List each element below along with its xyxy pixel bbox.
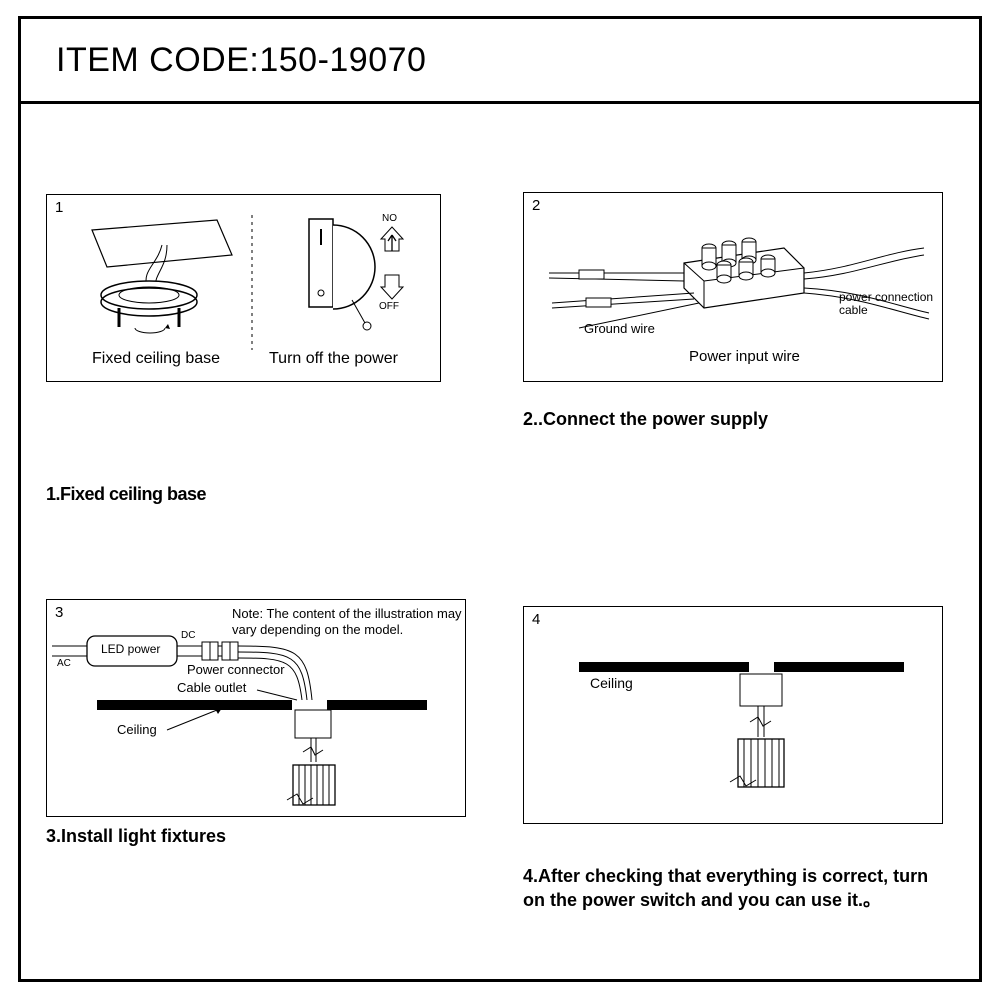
power-connector-label: Power connector [187,662,285,677]
panel-2: 2 [523,192,943,382]
caption-2: 2..Connect the power supply [523,409,768,430]
led-power-label: LED power [101,642,160,656]
panel1-right-label: Turn off the power [269,350,398,368]
ceiling-label-3: Ceiling [117,722,157,737]
ac-label: AC [57,658,71,669]
document-frame: ITEM CODE:150-19070 1 [18,16,982,982]
caption-1: 1.Fixed ceiling base [46,484,206,505]
switch-no-label: NO [382,213,397,224]
ground-wire-label: Ground wire [584,321,655,336]
power-input-label: Power input wire [689,348,800,365]
caption-3: 3.Install light fixtures [46,826,226,847]
panel-3: 3 Note: The content of the illustration … [46,599,466,817]
cable-outlet-label: Cable outlet [177,680,246,695]
header-bar: ITEM CODE:150-19070 [21,19,979,104]
switch-off-label: OFF [379,301,399,312]
panel-1: 1 [46,194,441,382]
power-conn-cable-label: power connection cable [839,291,939,317]
ceiling-label-4: Ceiling [590,675,633,691]
caption-4: 4.After checking that everything is corr… [523,864,953,913]
dc-label: DC [181,630,195,641]
panel1-left-label: Fixed ceiling base [92,350,220,368]
panel-4-diagram [524,607,944,825]
panel-4: 4 [523,606,943,824]
panel-3-diagram [47,600,467,818]
item-code-title: ITEM CODE:150-19070 [56,41,426,80]
